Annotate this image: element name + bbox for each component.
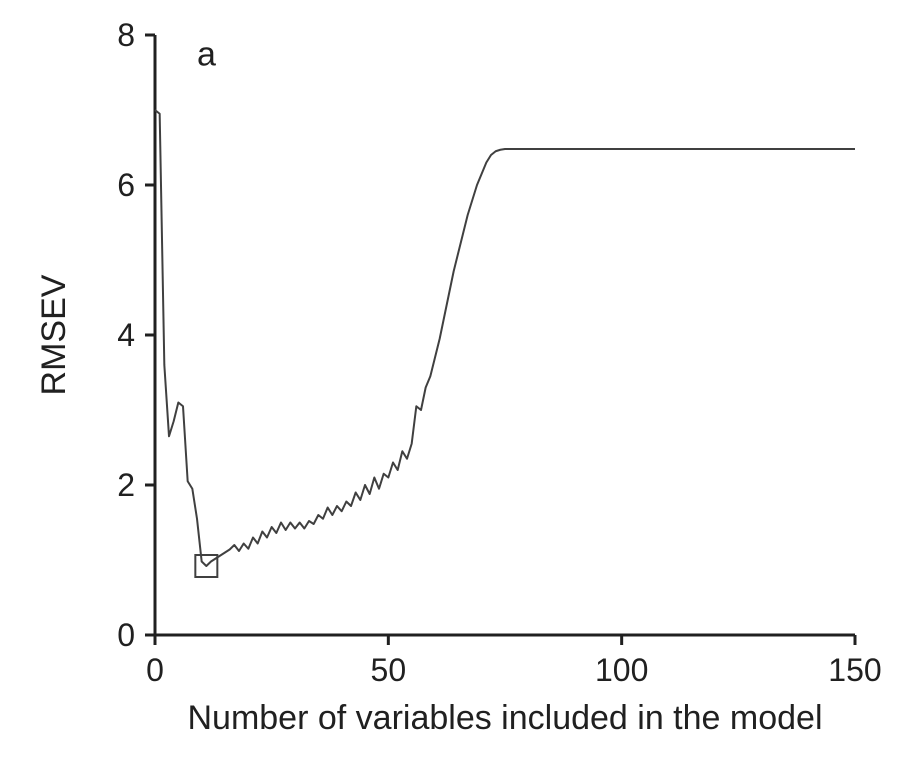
chart-container: 0 50 100 150 0 2 4 6 8 a Number of variables inclu… <box>0 0 905 770</box>
chart-bg <box>0 0 905 770</box>
y-tick-label: 8 <box>117 17 135 53</box>
rmsev-line-chart: 0 50 100 150 0 2 4 6 8 a Number of variables inclu… <box>0 0 905 770</box>
y-tick-label: 6 <box>117 167 135 203</box>
y-tick-label: 2 <box>117 467 135 503</box>
panel-label: a <box>197 36 216 74</box>
x-tick-label: 150 <box>828 652 881 688</box>
y-tick-label: 0 <box>117 617 135 653</box>
y-tick-label: 4 <box>117 317 135 353</box>
y-axis-label: RMSEV <box>35 274 73 395</box>
x-tick-label: 100 <box>595 652 648 688</box>
x-tick-label: 50 <box>371 652 407 688</box>
x-tick-label: 0 <box>146 652 164 688</box>
x-axis-label: Number of variables included in the mode… <box>187 699 822 737</box>
